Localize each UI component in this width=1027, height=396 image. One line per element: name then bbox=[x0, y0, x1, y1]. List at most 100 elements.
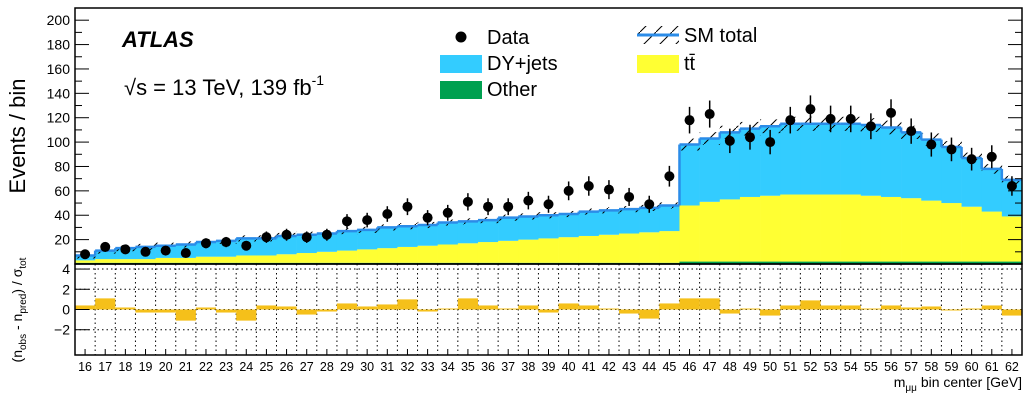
significance-bar bbox=[236, 309, 257, 321]
significance-bar bbox=[760, 309, 781, 316]
significance-bar bbox=[175, 309, 196, 321]
dy-bar bbox=[95, 250, 116, 260]
dy-bar bbox=[880, 127, 902, 197]
significance-bar bbox=[961, 308, 982, 310]
data-point bbox=[946, 144, 957, 155]
legend-dy-swatch bbox=[440, 55, 482, 73]
other-bar bbox=[679, 261, 700, 264]
other-bar bbox=[1001, 261, 1022, 264]
ttbar-bar bbox=[477, 242, 499, 263]
dy-bar bbox=[941, 146, 962, 204]
ttbar-bar bbox=[619, 233, 640, 263]
dy-bar bbox=[860, 125, 882, 196]
data-point bbox=[664, 171, 675, 182]
ttbar-bar bbox=[941, 203, 962, 262]
ttbar-bar bbox=[498, 240, 519, 263]
dy-bar bbox=[477, 220, 499, 243]
significance-bar bbox=[518, 305, 539, 310]
significance-bar bbox=[639, 309, 660, 319]
x-tick-label: 39 bbox=[542, 360, 556, 374]
significance-bar bbox=[498, 308, 519, 310]
ttbar-bar bbox=[961, 206, 983, 262]
x-tick-label: 54 bbox=[844, 360, 858, 374]
significance-bar bbox=[719, 309, 740, 314]
significance-bar bbox=[901, 307, 922, 310]
ttbar-bar bbox=[135, 259, 156, 263]
dy-bar bbox=[538, 215, 559, 239]
significance-bar bbox=[316, 309, 337, 312]
data-point bbox=[523, 195, 534, 206]
data-point bbox=[986, 151, 997, 162]
data-point bbox=[483, 201, 494, 212]
dy-bar bbox=[840, 123, 862, 195]
x-tick-label: 59 bbox=[945, 360, 959, 374]
data-point bbox=[583, 180, 594, 191]
significance-bar bbox=[115, 307, 136, 310]
significance-bar bbox=[880, 305, 902, 310]
x-tick-label: 18 bbox=[118, 360, 132, 374]
ttbar-bar bbox=[518, 239, 539, 263]
ttbar-bar bbox=[216, 256, 237, 263]
experiment-label: ATLAS bbox=[121, 27, 194, 52]
y-tick-label: 100 bbox=[47, 134, 71, 150]
data-point bbox=[241, 240, 252, 251]
significance-bar bbox=[195, 307, 217, 310]
data-points bbox=[80, 95, 1017, 260]
ttbar-bar bbox=[860, 195, 882, 262]
ttbar-bar bbox=[175, 257, 197, 263]
x-tick-label: 21 bbox=[179, 360, 193, 374]
legend-sm-label: SM total bbox=[684, 25, 757, 47]
other-bar bbox=[760, 261, 781, 264]
data-point bbox=[624, 191, 635, 202]
x-tick-label: 61 bbox=[985, 360, 999, 374]
x-tick-label: 56 bbox=[884, 360, 898, 374]
significance-bar bbox=[457, 298, 478, 310]
ttbar-bar bbox=[558, 237, 580, 263]
y-tick-label: 200 bbox=[47, 12, 71, 28]
significance-bar bbox=[1001, 309, 1022, 316]
significance-bar bbox=[780, 305, 801, 310]
y-tick-label: 80 bbox=[54, 158, 70, 174]
other-bar bbox=[820, 261, 841, 264]
main-panel: 20 40 60 80 100 120 140 160 180 200 bbox=[47, 7, 1023, 265]
ttbar-bar bbox=[75, 260, 96, 263]
dy-bar bbox=[336, 231, 358, 251]
ttbar-bar bbox=[840, 194, 862, 262]
significance-bars bbox=[75, 298, 1022, 321]
ttbar-bar bbox=[276, 254, 297, 263]
x-tick-label: 40 bbox=[562, 360, 576, 374]
other-bar bbox=[699, 261, 721, 264]
other-bar bbox=[840, 261, 862, 264]
y-axis-title: Events / bin bbox=[5, 79, 30, 194]
significance-bar bbox=[397, 299, 418, 310]
significance-bar bbox=[417, 309, 438, 312]
legend-dy-label: DY+jets bbox=[487, 53, 558, 75]
ttbar-bar bbox=[256, 255, 277, 263]
dy-bar bbox=[719, 132, 741, 200]
data-point bbox=[865, 121, 876, 132]
dy-bar bbox=[981, 168, 1003, 212]
dy-bar bbox=[397, 226, 418, 247]
dy-bar bbox=[518, 216, 539, 240]
ratio-y-tick-label: −2 bbox=[54, 322, 70, 338]
ttbar-bar bbox=[397, 246, 418, 263]
y-tick-label: 20 bbox=[54, 232, 70, 248]
significance-bar bbox=[860, 308, 881, 310]
data-point bbox=[160, 245, 171, 256]
significance-bar bbox=[357, 306, 378, 310]
significance-bar bbox=[256, 305, 277, 310]
x-tick-label: 37 bbox=[501, 360, 515, 374]
data-point bbox=[442, 207, 453, 218]
x-tick-label: 53 bbox=[824, 360, 838, 374]
x-tick-label: 45 bbox=[662, 360, 676, 374]
ttbar-bar bbox=[1001, 216, 1022, 262]
significance-bar bbox=[739, 308, 761, 310]
data-point bbox=[301, 232, 312, 243]
x-tick-label: 43 bbox=[622, 360, 636, 374]
data-point bbox=[785, 115, 796, 126]
x-tick-label: 19 bbox=[139, 360, 153, 374]
dy-bar bbox=[961, 157, 983, 207]
x-axis-title: mμμ bin center [GeV] bbox=[894, 374, 1022, 394]
ttbar-bar bbox=[336, 250, 358, 263]
